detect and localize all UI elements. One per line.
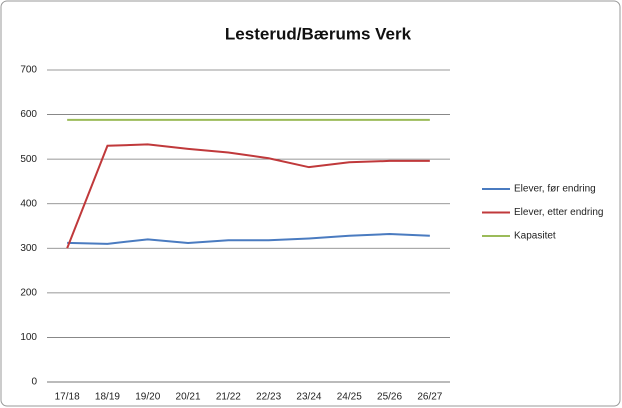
x-tick-label: 20/21	[176, 392, 201, 403]
line-series	[66, 143, 430, 249]
y-tick-label: 200	[20, 287, 37, 298]
y-tick-label: 100	[20, 332, 37, 343]
x-tick-label: 26/27	[417, 392, 442, 403]
x-tick-label: 25/26	[377, 392, 402, 403]
chart-title: Lesterud/Bærums Verk	[225, 24, 412, 43]
line-series	[67, 233, 430, 245]
y-tick-label: 700	[20, 65, 37, 76]
x-tick-label: 19/20	[135, 392, 160, 403]
legend-label: Elever, etter endring	[514, 207, 604, 218]
y-tick-label: 300	[20, 243, 37, 254]
x-tick-label: 17/18	[55, 392, 80, 403]
y-tick-label: 0	[31, 377, 37, 388]
x-tick-label: 22/23	[256, 392, 281, 403]
legend-label: Elever, før endring	[514, 184, 596, 195]
x-tick-label: 23/24	[296, 392, 321, 403]
x-tick-label: 24/25	[337, 392, 362, 403]
x-tick-label: 21/22	[216, 392, 241, 403]
y-tick-label: 400	[20, 198, 37, 209]
y-tick-label: 600	[20, 109, 37, 120]
y-tick-label: 500	[20, 154, 37, 165]
legend-label: Kapasitet	[514, 231, 556, 242]
x-tick-label: 18/19	[95, 392, 120, 403]
